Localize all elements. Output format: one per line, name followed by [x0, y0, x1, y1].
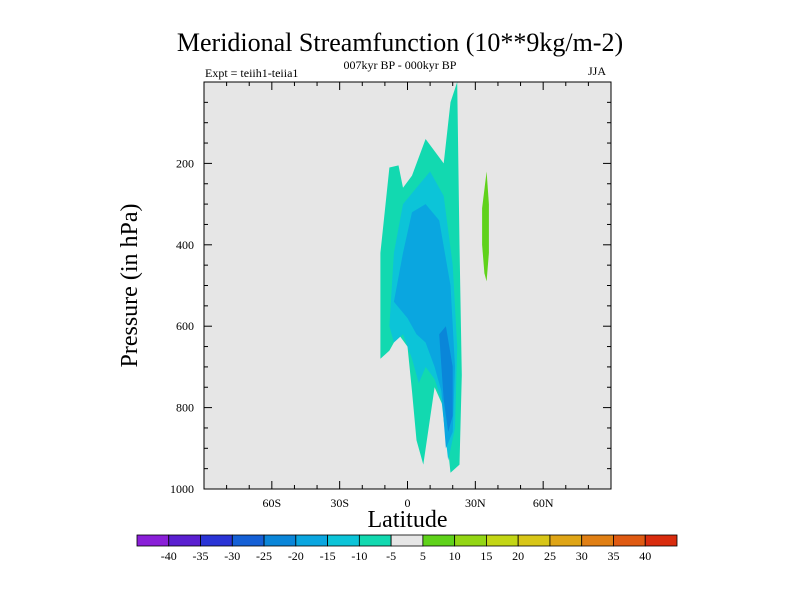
colorbar-label: 20	[512, 549, 524, 563]
colorbar-label: 5	[420, 549, 426, 563]
colorbar-label: 30	[576, 549, 588, 563]
colorbar-swatch	[327, 534, 360, 547]
y-tick-label: 1000	[170, 482, 194, 496]
colorbar-label: 10	[449, 549, 461, 563]
y-tick-label: 600	[176, 319, 194, 333]
colorbar-swatch	[549, 534, 583, 547]
colorbar-label: -20	[288, 549, 304, 563]
colorbar-swatch	[263, 534, 297, 547]
colorbar-swatch	[422, 534, 456, 547]
x-tick-label: 60N	[533, 496, 554, 510]
colorbar-label: -25	[256, 549, 272, 563]
colorbar-swatch	[390, 534, 424, 547]
colorbar-label: 35	[607, 549, 619, 563]
colorbar-label: -10	[351, 549, 367, 563]
colorbar-labels: -40 -35 -30 -25 -20 -15 -10 -5 5 10 15 20 25 30 35 40	[161, 549, 651, 563]
colorbar-label: -15	[320, 549, 336, 563]
chart-title: Meridional Streamfunction (10**9kg/m-2)	[176, 28, 624, 57]
y-axis-label: Pressure (in hPa)	[117, 204, 143, 368]
colorbar-swatch	[358, 534, 392, 547]
colorbar-swatch	[517, 534, 551, 547]
period-label: 007kyr BP - 000kyr BP	[343, 58, 457, 72]
contour-region-4	[482, 171, 489, 282]
colorbar-swatch	[454, 534, 487, 547]
experiment-label: Expt = teiih1-teiia1	[205, 66, 299, 80]
colorbar-label: -30	[224, 549, 240, 563]
x-tick-label: 60S	[262, 496, 281, 510]
contour-regions	[380, 82, 489, 473]
colorbar-swatch	[295, 534, 328, 547]
x-axis-label: Latitude	[368, 507, 448, 533]
colorbar-label: 40	[639, 549, 651, 563]
colorbar-swatch	[486, 534, 519, 547]
colorbar-swatch	[136, 534, 170, 547]
colorbar-label: -5	[386, 549, 396, 563]
colorbar-label: 25	[544, 549, 556, 563]
axis-tick-labels: 60S 30S 0 30N 60N 200 400 600 800 1000	[170, 156, 554, 510]
y-tick-label: 400	[176, 238, 194, 252]
colorbar-swatch	[200, 534, 233, 547]
x-tick-label: 0	[405, 496, 411, 510]
x-tick-label: 30S	[330, 496, 349, 510]
colorbar-label: 15	[480, 549, 492, 563]
colorbar-swatch	[231, 534, 265, 547]
colorbar-swatch	[581, 534, 614, 547]
contour-region-2	[393, 204, 455, 449]
colorbar-swatch	[644, 534, 678, 547]
colorbar-label: -35	[193, 549, 209, 563]
y-tick-label: 800	[176, 401, 194, 415]
y-tick-label: 200	[176, 156, 194, 170]
axis-ticks	[203, 81, 612, 490]
colorbar-swatch	[168, 534, 201, 547]
x-tick-label: 30N	[465, 496, 486, 510]
colorbar-label: -40	[161, 549, 177, 563]
season-label: JJA	[588, 64, 607, 78]
contour-region-3	[439, 326, 453, 432]
colorbar-swatch	[613, 534, 646, 547]
colorbar	[136, 534, 678, 547]
